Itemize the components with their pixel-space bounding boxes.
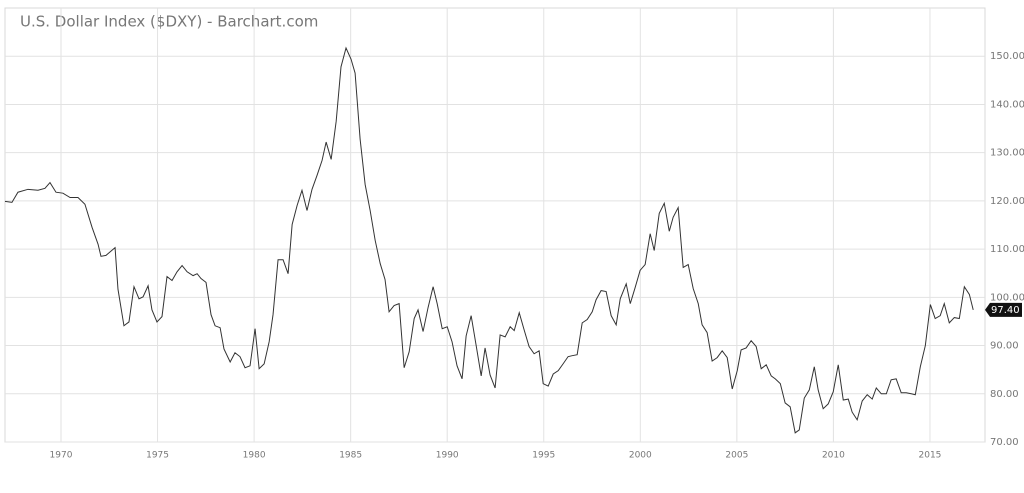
current-value-label: 97.40: [991, 305, 1020, 316]
x-tick-label: 1980: [243, 451, 266, 461]
x-tick-label: 1970: [50, 451, 73, 461]
x-tick-label: 2000: [629, 451, 652, 461]
x-tick-label: 2010: [822, 451, 845, 461]
y-tick-label: 120.00: [990, 196, 1024, 207]
x-tick-label: 1985: [339, 451, 362, 461]
y-tick-label: 140.00: [990, 99, 1024, 110]
y-tick-label: 150.00: [990, 51, 1024, 62]
x-tick-label: 2015: [919, 451, 942, 461]
x-tick-label: 2005: [725, 451, 748, 461]
x-tick-label: 1990: [436, 451, 459, 461]
y-tick-label: 130.00: [990, 148, 1024, 159]
y-tick-label: 70.00: [990, 437, 1019, 448]
chart-title: U.S. Dollar Index ($DXY) - Barchart.com: [20, 13, 318, 31]
plot-frame: [4, 7, 986, 443]
y-tick-label: 90.00: [990, 341, 1019, 352]
current-value-box: [985, 302, 1022, 317]
y-tick-label: 110.00: [990, 244, 1024, 255]
price-line: [4, 46, 974, 434]
x-tick-label: 1975: [146, 451, 169, 461]
x-tick-label: 1995: [532, 451, 555, 461]
y-tick-label: 80.00: [990, 389, 1019, 400]
y-tick-label: 100.00: [990, 292, 1024, 303]
